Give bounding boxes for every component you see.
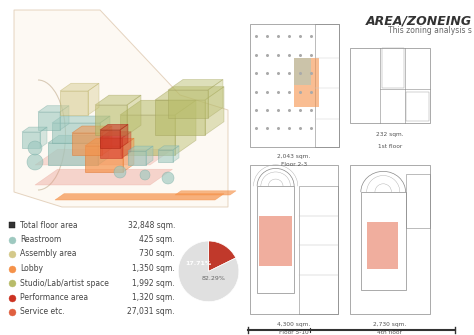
Polygon shape — [127, 95, 141, 135]
Polygon shape — [155, 100, 205, 135]
Polygon shape — [38, 112, 60, 130]
Text: 17.71%: 17.71% — [185, 261, 211, 266]
Polygon shape — [35, 149, 173, 165]
Polygon shape — [22, 132, 40, 148]
Polygon shape — [122, 132, 131, 158]
Text: Performance area: Performance area — [20, 293, 88, 302]
Text: Lobby: Lobby — [20, 264, 43, 273]
Text: 27,031 sqm.: 27,031 sqm. — [128, 308, 175, 317]
Polygon shape — [22, 127, 47, 132]
Polygon shape — [60, 91, 88, 115]
Polygon shape — [60, 83, 99, 91]
Polygon shape — [100, 124, 128, 130]
Text: Studio/Lab/artist space: Studio/Lab/artist space — [20, 278, 109, 287]
Text: 425 sqm.: 425 sqm. — [139, 235, 175, 244]
Polygon shape — [175, 191, 236, 195]
Polygon shape — [120, 124, 128, 148]
Polygon shape — [35, 169, 173, 185]
Polygon shape — [38, 106, 69, 112]
Polygon shape — [48, 143, 98, 165]
Text: Service etc.: Service etc. — [20, 308, 65, 317]
Circle shape — [114, 166, 126, 178]
Text: Total floor area: Total floor area — [20, 220, 78, 229]
Polygon shape — [88, 83, 99, 115]
Polygon shape — [48, 135, 109, 143]
Text: Assembly area: Assembly area — [20, 250, 76, 259]
Text: AREA/ZONEING: AREA/ZONEING — [366, 14, 472, 27]
Text: 1,992 sqm.: 1,992 sqm. — [132, 278, 175, 287]
Polygon shape — [95, 105, 127, 135]
Polygon shape — [60, 106, 69, 130]
FancyBboxPatch shape — [294, 58, 311, 85]
Text: 82.29%: 82.29% — [202, 276, 226, 281]
Text: 232 sqm.: 232 sqm. — [376, 132, 404, 137]
Polygon shape — [52, 116, 110, 123]
Text: This zoning analysis s: This zoning analysis s — [388, 26, 472, 35]
Polygon shape — [158, 150, 173, 162]
Polygon shape — [100, 116, 110, 143]
Polygon shape — [128, 151, 146, 165]
Polygon shape — [158, 146, 179, 150]
Polygon shape — [72, 133, 102, 155]
Polygon shape — [168, 90, 208, 118]
Polygon shape — [72, 126, 112, 133]
Text: 730 sqm.: 730 sqm. — [139, 250, 175, 259]
Text: Reastroom: Reastroom — [20, 235, 61, 244]
Polygon shape — [55, 194, 224, 200]
Polygon shape — [52, 123, 100, 143]
Circle shape — [28, 141, 42, 155]
Circle shape — [162, 172, 174, 184]
Polygon shape — [120, 100, 196, 115]
Polygon shape — [100, 132, 131, 138]
Wedge shape — [209, 241, 236, 271]
Text: Floor 2-3: Floor 2-3 — [281, 162, 307, 167]
Polygon shape — [40, 127, 47, 148]
Polygon shape — [208, 79, 223, 118]
Circle shape — [140, 170, 150, 180]
Text: 2,730 sqm.: 2,730 sqm. — [373, 322, 407, 327]
Polygon shape — [120, 115, 175, 155]
Text: 1st floor: 1st floor — [378, 144, 402, 148]
Polygon shape — [85, 138, 134, 146]
Polygon shape — [168, 79, 223, 90]
Wedge shape — [178, 241, 239, 302]
FancyBboxPatch shape — [367, 222, 398, 269]
Text: 2,043 sqm.: 2,043 sqm. — [277, 153, 311, 158]
Circle shape — [27, 154, 43, 170]
Polygon shape — [123, 138, 134, 172]
Polygon shape — [173, 146, 179, 162]
Text: 4th floor: 4th floor — [377, 330, 402, 335]
Polygon shape — [95, 95, 141, 105]
Polygon shape — [128, 146, 153, 151]
FancyBboxPatch shape — [259, 216, 292, 266]
Polygon shape — [100, 130, 120, 148]
Polygon shape — [14, 10, 228, 207]
Text: 4,300 sqm.: 4,300 sqm. — [277, 322, 311, 327]
Text: 32,848 sqm.: 32,848 sqm. — [128, 220, 175, 229]
FancyBboxPatch shape — [294, 58, 319, 107]
Text: 1,350 sqm.: 1,350 sqm. — [132, 264, 175, 273]
Polygon shape — [98, 135, 109, 165]
Polygon shape — [205, 87, 224, 135]
Polygon shape — [85, 146, 123, 172]
Polygon shape — [175, 100, 196, 155]
Polygon shape — [100, 138, 122, 158]
Text: Floor 5-10: Floor 5-10 — [279, 330, 309, 335]
Polygon shape — [155, 87, 224, 100]
Polygon shape — [102, 126, 112, 155]
Text: 1,320 sqm.: 1,320 sqm. — [132, 293, 175, 302]
Polygon shape — [146, 146, 153, 165]
